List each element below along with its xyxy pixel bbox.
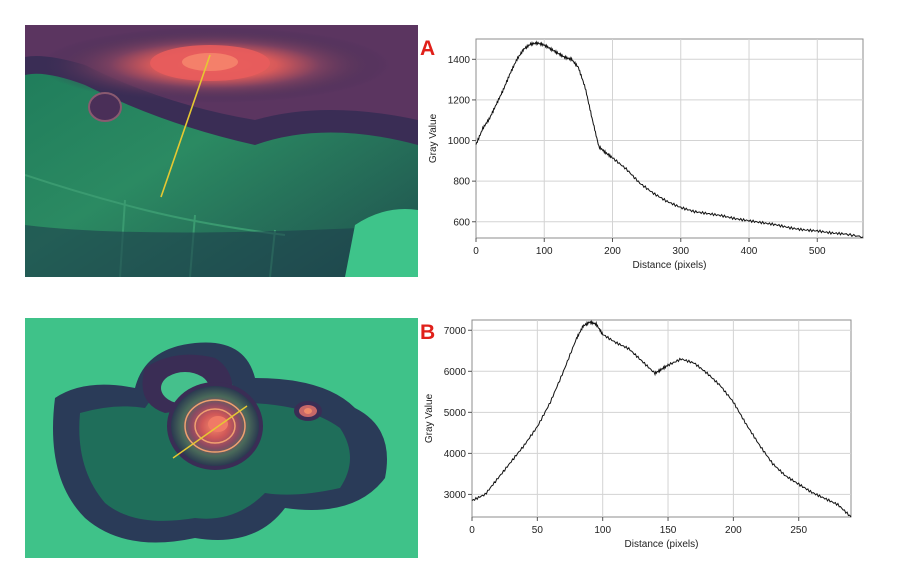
y-axis-label-b: Gray Value [424,393,435,443]
profile-line-a [160,54,211,198]
y-tick-label-a: 1200 [448,95,471,106]
x-axis-label-a: Distance (pixels) [633,260,707,271]
x-tick-label-a: 0 [473,246,479,257]
panel-label-a: A [420,37,436,60]
series-line-b [471,319,852,518]
x-tick-label-a: 300 [672,246,689,257]
series-line-a [475,40,864,239]
x-tick-label-a: 100 [536,246,553,257]
plot-frame-a [475,38,864,239]
x-tick-label-b: 150 [660,525,677,536]
y-tick-label-a: 800 [453,177,470,188]
y-tick-label-b: 4000 [444,449,467,460]
x-tick-label-b: 200 [725,525,742,536]
y-tick-label-b: 7000 [444,326,467,337]
x-tick-label-a: 200 [604,246,621,257]
x-tick-label-b: 100 [594,525,611,536]
y-axis-label-a: Gray Value [428,113,439,163]
panel-label-b: B [420,321,436,344]
x-tick-label-b: 50 [532,525,544,536]
heatmap-image-b [25,318,418,558]
heatmap-image-a [25,25,418,277]
y-tick-label-b: 3000 [444,490,467,501]
x-tick-label-b: 250 [790,525,807,536]
x-tick-label-a: 400 [741,246,758,257]
profile-line-b [172,405,248,459]
y-tick-label-b: 6000 [444,367,467,378]
x-axis-label-b: Distance (pixels) [625,539,699,550]
plot-frame-b [471,319,852,518]
y-tick-label-b: 5000 [444,408,467,419]
y-tick-label-a: 600 [453,217,470,228]
y-tick-label-a: 1400 [448,55,471,66]
x-tick-label-a: 500 [809,246,826,257]
x-tick-label-b: 0 [469,525,475,536]
y-tick-label-a: 1000 [448,136,471,147]
